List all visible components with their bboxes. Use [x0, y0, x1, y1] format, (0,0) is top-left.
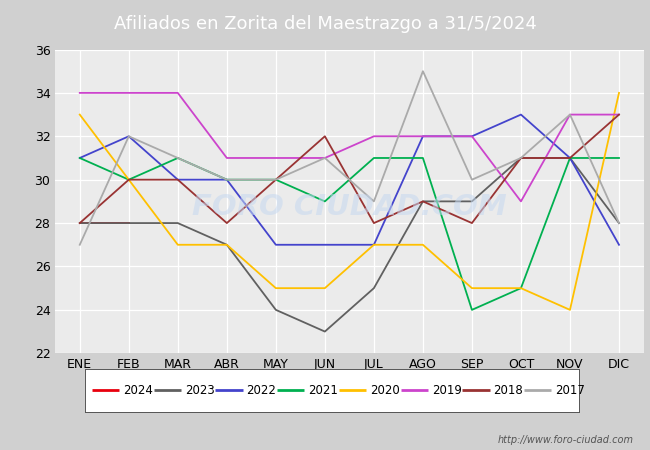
Text: 2021: 2021 — [308, 384, 338, 397]
Text: 2019: 2019 — [432, 384, 462, 397]
Text: 2017: 2017 — [555, 384, 585, 397]
Text: FORO CIUDAD.COM: FORO CIUDAD.COM — [192, 194, 507, 221]
Text: 2020: 2020 — [370, 384, 400, 397]
Text: Afiliados en Zorita del Maestrazgo a 31/5/2024: Afiliados en Zorita del Maestrazgo a 31/… — [114, 14, 536, 33]
Text: 2018: 2018 — [493, 384, 523, 397]
Text: 2022: 2022 — [246, 384, 276, 397]
Text: http://www.foro-ciudad.com: http://www.foro-ciudad.com — [498, 435, 634, 445]
Text: 2023: 2023 — [185, 384, 215, 397]
Text: 2024: 2024 — [123, 384, 153, 397]
